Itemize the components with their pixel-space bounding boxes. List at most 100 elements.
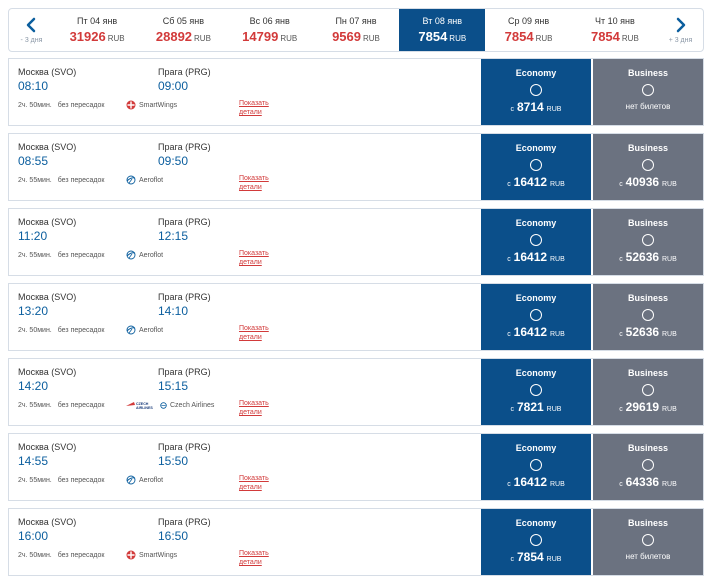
- day-tab[interactable]: Пт 04 янв 31926 RUB: [54, 9, 140, 51]
- price-prefix: с: [619, 181, 623, 188]
- svg-text:AIRLINES: AIRLINES: [136, 406, 153, 410]
- business-fare-option[interactable]: Business с 52636 RUB: [593, 209, 703, 275]
- show-details-link[interactable]: Показать детали: [239, 324, 279, 342]
- show-details-link[interactable]: Показать детали: [239, 174, 279, 192]
- radio-button-icon[interactable]: [530, 459, 542, 471]
- radio-button-icon[interactable]: [530, 234, 542, 246]
- economy-fare-option[interactable]: Economy с 7854 RUB: [481, 509, 591, 575]
- economy-fare-title: Economy: [515, 218, 557, 228]
- price-currency: RUB: [546, 556, 562, 563]
- price-amount: 29619: [625, 400, 660, 414]
- price-currency: RUB: [550, 181, 565, 188]
- day-tab-currency: RUB: [194, 34, 211, 43]
- price-prefix: с: [619, 406, 623, 413]
- airline: Aeroflot: [126, 175, 163, 185]
- radio-button-icon[interactable]: [642, 459, 654, 471]
- price-amount: 64336: [625, 475, 660, 489]
- radio-button-icon[interactable]: [530, 534, 542, 546]
- day-tab[interactable]: Вс 06 янв 14799 RUB: [227, 9, 313, 51]
- show-details-link[interactable]: Показать детали: [239, 249, 279, 267]
- day-tab-price: 7854 RUB: [591, 29, 639, 44]
- economy-fare-option[interactable]: Economy с 16412 RUB: [481, 134, 591, 200]
- flight-stops: без пересадок: [57, 552, 105, 559]
- radio-button-icon[interactable]: [642, 534, 654, 546]
- business-fare-option[interactable]: Business с 40936 RUB: [593, 134, 703, 200]
- price-amount: 7854: [517, 550, 544, 564]
- business-fare-title: Business: [627, 143, 669, 153]
- flight-meta: 2ч. 55мин. без пересадок: [18, 402, 104, 409]
- price-currency: RUB: [546, 406, 562, 413]
- business-fare-option[interactable]: Business с 52636 RUB: [593, 284, 703, 350]
- day-tab-selected[interactable]: Вт 08 янв 7854 RUB: [399, 9, 486, 51]
- flight-meta: 2ч. 50мин. без пересадок: [18, 552, 104, 559]
- day-tab-price: 31926 RUB: [70, 29, 125, 44]
- day-tab-price: 7854 RUB: [505, 29, 553, 44]
- day-tab-label: Пт 04 янв: [76, 16, 118, 26]
- price-prefix: с: [619, 331, 623, 338]
- radio-button-icon[interactable]: [530, 84, 542, 96]
- show-details-line1: Показать: [239, 325, 269, 332]
- day-tab-price-amount: 31926: [69, 29, 106, 44]
- departure-time: 16:00: [18, 529, 49, 543]
- prev-days-button[interactable]: - 3 дня: [9, 9, 54, 51]
- business-fare-option[interactable]: Business с 64336 RUB: [593, 434, 703, 500]
- day-tab[interactable]: Чт 10 янв 7854 RUB: [572, 9, 658, 51]
- departure-time: 08:10: [18, 79, 49, 93]
- economy-fare-option[interactable]: Economy с 16412 RUB: [481, 209, 591, 275]
- arrival: Прага (PRG) 12:15: [158, 217, 211, 243]
- flight-stops: без пересадок: [57, 477, 105, 484]
- show-details-link[interactable]: Показать детали: [239, 99, 279, 117]
- arrival-city: Прага (PRG): [158, 67, 211, 77]
- arrival-city: Прага (PRG): [158, 442, 211, 452]
- airline: CZECH AIRLINES Czech Airlines: [126, 400, 214, 410]
- arrival-time: 15:15: [158, 379, 189, 393]
- arrival-time: 15:50: [158, 454, 189, 468]
- economy-fare-option[interactable]: Economy с 8714 RUB: [481, 59, 591, 125]
- flight-row: Москва (SVO) 14:55 Прага (PRG) 15:50 2ч. 55м…: [8, 433, 704, 501]
- show-details-link[interactable]: Показать детали: [239, 549, 279, 567]
- radio-button-icon[interactable]: [530, 309, 542, 321]
- flight-duration: 2ч. 50мин.: [18, 327, 52, 334]
- radio-button-icon[interactable]: [642, 309, 654, 321]
- economy-fare-option[interactable]: Economy с 7821 RUB: [481, 359, 591, 425]
- economy-fare-option[interactable]: Economy с 16412 RUB: [481, 434, 591, 500]
- day-tab-price: 14799 RUB: [242, 29, 297, 44]
- arrival: Прага (PRG) 15:50: [158, 442, 211, 468]
- radio-button-icon[interactable]: [642, 234, 654, 246]
- date-strip: - 3 дня Пт 04 янв 31926 RUB Сб 05 янв 28892 R…: [8, 8, 704, 52]
- departure-time: 13:20: [18, 304, 49, 318]
- arrival-time: 09:50: [158, 154, 189, 168]
- day-tab[interactable]: Пн 07 янв 9569 RUB: [313, 9, 399, 51]
- arrival: Прага (PRG) 14:10: [158, 292, 211, 318]
- radio-button-icon[interactable]: [642, 84, 654, 96]
- show-details-link[interactable]: Показать детали: [239, 399, 279, 417]
- business-fare-title: Business: [627, 443, 669, 453]
- day-tab[interactable]: Ср 09 янв 7854 RUB: [485, 9, 571, 51]
- next-days-label: + 3 дня: [668, 36, 693, 44]
- price-currency: RUB: [662, 406, 677, 413]
- aeroflot-logo-icon: [126, 175, 136, 185]
- radio-button-icon[interactable]: [530, 384, 542, 396]
- next-days-button[interactable]: + 3 дня: [658, 9, 703, 51]
- economy-fare-option[interactable]: Economy с 16412 RUB: [481, 284, 591, 350]
- business-fare-option[interactable]: Business нет билетов: [593, 59, 703, 125]
- economy-fare-price: с 16412 RUB: [481, 325, 591, 339]
- show-details-link[interactable]: Показать детали: [239, 474, 279, 492]
- day-tab[interactable]: Сб 05 янв 28892 RUB: [140, 9, 226, 51]
- flight-meta: 2ч. 55мин. без пересадок: [18, 252, 104, 259]
- airline: Aeroflot: [126, 325, 163, 335]
- day-tab-currency: RUB: [449, 34, 467, 43]
- business-fare-option[interactable]: Business нет билетов: [593, 509, 703, 575]
- arrival-time: 16:50: [158, 529, 189, 543]
- day-tab-price: 7854 RUB: [418, 29, 466, 44]
- business-fare-option[interactable]: Business с 29619 RUB: [593, 359, 703, 425]
- radio-button-icon[interactable]: [530, 159, 542, 171]
- flight-stops: без пересадок: [57, 402, 105, 409]
- airline: Aeroflot: [126, 475, 163, 485]
- radio-button-icon[interactable]: [642, 384, 654, 396]
- day-tab-label: Вс 06 янв: [249, 16, 290, 26]
- arrival-time: 12:15: [158, 229, 189, 243]
- flight-duration: 2ч. 55мин.: [18, 477, 52, 484]
- flight-row: Москва (SVO) 11:20 Прага (PRG) 12:15 2ч. 55м…: [8, 208, 704, 276]
- radio-button-icon[interactable]: [642, 159, 654, 171]
